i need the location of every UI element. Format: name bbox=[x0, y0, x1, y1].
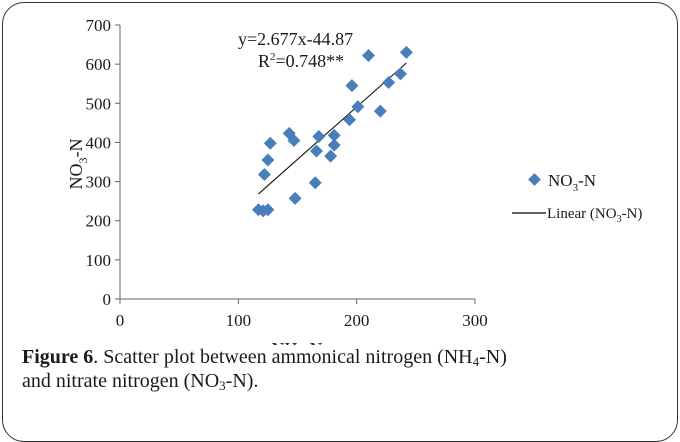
x-axis-label: NH4-N bbox=[272, 339, 323, 345]
caption-sub-2: 3 bbox=[219, 378, 226, 393]
data-point bbox=[351, 100, 365, 114]
data-point bbox=[263, 136, 277, 150]
data-point bbox=[327, 138, 341, 152]
scatter-chart: 0 100 200 300 400 500 600 700 0 100 200 300 y=2.67… bbox=[66, 16, 642, 345]
axes bbox=[119, 25, 475, 300]
data-point bbox=[343, 113, 357, 127]
y-tick-label: 100 bbox=[86, 251, 112, 270]
data-point bbox=[393, 67, 407, 81]
trendline-equation: y=2.677x-44.87 bbox=[238, 29, 353, 49]
r-squared-label: R2=0.748** bbox=[258, 51, 344, 71]
data-point bbox=[373, 104, 387, 118]
x-tick-label: 300 bbox=[462, 311, 488, 330]
caption-text-2: and nitrate nitrogen (NO bbox=[22, 370, 220, 392]
legend-label-trendline: Linear (NO3-N) bbox=[547, 206, 642, 225]
data-points bbox=[251, 45, 413, 218]
data-point bbox=[309, 144, 323, 158]
y-tick-label: 300 bbox=[86, 173, 112, 192]
data-point bbox=[261, 203, 275, 217]
caption-text-2b: -N). bbox=[225, 370, 259, 392]
caption-sub-1: 4 bbox=[472, 354, 480, 369]
legend-label-series: NO3-N bbox=[548, 171, 596, 194]
trendline bbox=[258, 62, 407, 195]
data-point bbox=[308, 176, 322, 190]
x-tick-label: 100 bbox=[226, 311, 252, 330]
x-tick-label: 0 bbox=[116, 311, 125, 330]
data-point bbox=[327, 128, 341, 142]
data-point bbox=[399, 45, 413, 59]
x-tick-label: 200 bbox=[344, 311, 370, 330]
y-tick-label: 400 bbox=[86, 133, 112, 152]
caption-text-1: . Scatter plot between ammonical nitroge… bbox=[93, 346, 473, 368]
legend-marker-series bbox=[528, 173, 541, 186]
caption-line-1: Figure 6. Scatter plot between ammonical… bbox=[22, 345, 672, 369]
data-point bbox=[345, 79, 359, 93]
data-point bbox=[362, 49, 375, 63]
data-point bbox=[382, 76, 396, 90]
y-axis-label: NO3-N bbox=[66, 139, 90, 190]
data-point bbox=[288, 191, 302, 205]
y-tick-label: 0 bbox=[103, 290, 112, 309]
data-point bbox=[261, 153, 275, 167]
caption-text-1b: -N) bbox=[479, 346, 507, 368]
trendline-group bbox=[258, 62, 407, 195]
y-tick-label: 700 bbox=[86, 16, 112, 35]
figure-label: Figure 6 bbox=[22, 346, 94, 368]
data-point bbox=[257, 168, 271, 182]
y-tick-label: 500 bbox=[86, 94, 112, 113]
data-point bbox=[312, 130, 326, 144]
legend: NO3-N Linear (NO3-N) bbox=[512, 171, 642, 225]
y-ticks: 0 100 200 300 400 500 600 700 bbox=[86, 16, 120, 309]
caption-line-2: and nitrate nitrogen (NO3-N). bbox=[22, 369, 672, 393]
data-point bbox=[324, 149, 338, 163]
x-ticks: 0 100 200 300 bbox=[116, 299, 488, 330]
figure-caption: Figure 6. Scatter plot between ammonical… bbox=[22, 345, 672, 393]
data-point bbox=[287, 133, 301, 147]
y-tick-label: 600 bbox=[86, 55, 112, 74]
y-tick-label: 200 bbox=[86, 212, 112, 231]
